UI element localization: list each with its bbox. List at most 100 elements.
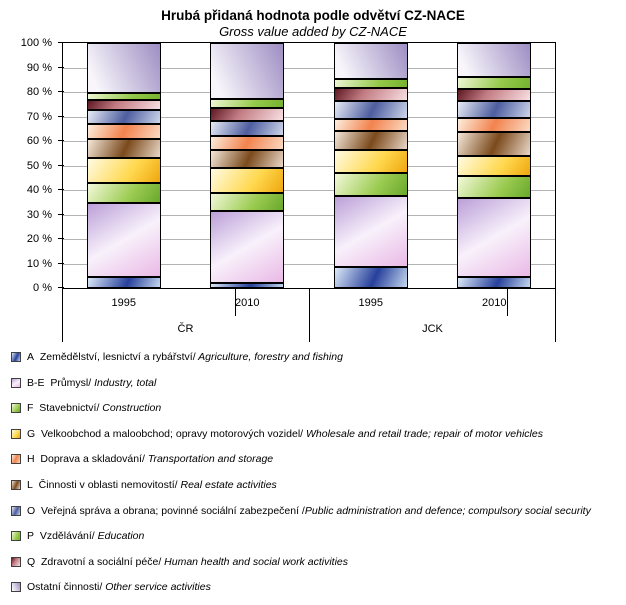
bar-segment-H — [210, 135, 285, 151]
legend-label-english: Education — [94, 530, 145, 543]
y-tick-label: 80 % — [26, 86, 52, 98]
bar-segment-O — [457, 100, 532, 119]
bar-segment-G — [86, 157, 161, 184]
y-tick-mark — [58, 213, 64, 215]
legend-label-czech: P Vzdělávání/ — [27, 530, 95, 543]
bar-ČR-2010 — [210, 43, 285, 288]
bar-segment-L — [333, 131, 408, 151]
x-category-label: 2010 — [235, 297, 260, 309]
bar-segment-L — [210, 150, 285, 169]
bar-segment-F — [86, 183, 161, 203]
legend-swatch-L — [11, 480, 21, 490]
legend-label-czech: F Stavebnictví/ — [27, 402, 100, 415]
legend-label: A Zemědělství, lesnictví a rybářství/ Ag… — [27, 350, 343, 364]
bar-segment-Q — [457, 88, 532, 101]
gridline — [63, 190, 555, 191]
legend-label-english: Wholesale and retail trade; repair of mo… — [303, 427, 543, 440]
bar-JCK-1995 — [333, 43, 408, 288]
legend-label: G Velkoobchod a maloobchod; opravy motor… — [27, 427, 543, 441]
y-tick-label: 100 % — [20, 37, 52, 49]
bar-segment-BE — [457, 197, 532, 278]
x-category-label: 1995 — [111, 297, 136, 309]
y-tick-mark — [58, 91, 64, 92]
bar-segment-BE — [86, 203, 161, 277]
x-category-label: 2010 — [482, 297, 507, 309]
bar-segment-A — [457, 277, 532, 288]
legend-swatch-OST — [11, 582, 21, 593]
y-tick-mark — [58, 115, 64, 117]
y-tick-label: 60 % — [26, 135, 52, 147]
legend-label-czech: O Veřejná správa a obrana; povinné sociá… — [27, 504, 305, 517]
legend-swatch-H — [11, 454, 21, 465]
legend-label: P Vzdělávání/ Education — [27, 529, 144, 543]
legend-swatch-O — [11, 505, 21, 516]
legend-label-english: Real estate activities — [177, 479, 277, 491]
y-tick-mark — [58, 238, 64, 239]
legend-label-english: Industry, total — [91, 376, 157, 389]
y-tick-mark — [58, 164, 64, 166]
x-group-divider — [309, 289, 310, 342]
legend-label: O Veřejná správa a obrana; povinné sociá… — [27, 504, 591, 518]
bar-segment-OST — [333, 43, 408, 79]
x-group-label: JCK — [422, 323, 443, 335]
legend-swatch-BE — [11, 377, 21, 388]
legend-label: L Činnosti v oblasti nemovitostí/ Real e… — [27, 478, 277, 492]
legend-label-czech: G Velkoobchod a maloobchod; opravy motor… — [27, 427, 304, 440]
bar-segment-O — [210, 120, 285, 136]
legend-label: H Doprava a skladování/ Transportation a… — [27, 452, 273, 466]
gridline — [63, 116, 555, 118]
y-tick-mark — [58, 140, 64, 141]
legend-swatch-G — [11, 428, 21, 439]
bar-segment-OST — [210, 43, 285, 100]
y-tick-label: 70 % — [26, 110, 52, 123]
x-group-divider — [62, 289, 63, 342]
y-tick-mark — [58, 262, 64, 264]
gridline — [63, 239, 555, 240]
bar-segment-A — [86, 276, 161, 288]
legend-label: Q Zdravotní a sociální péče/ Human healt… — [27, 555, 348, 569]
x-category-divider — [507, 289, 508, 316]
legend-swatch-P — [11, 531, 21, 542]
bar-segment-OST — [457, 43, 532, 78]
bar-segment-O — [86, 109, 161, 124]
bar-segment-P — [333, 78, 408, 89]
bar-ČR-1995 — [86, 43, 161, 288]
legend-label: F Stavebnictví/ Construction — [27, 401, 161, 415]
x-group-label: ČR — [177, 323, 194, 335]
legend-label-czech: Q Zdravotní a sociální péče/ — [27, 555, 162, 568]
gridline — [63, 67, 555, 69]
y-tick-mark — [58, 42, 64, 43]
chart-subtitle: Gross value added by CZ-NACE — [219, 24, 407, 39]
x-group-divider — [555, 289, 556, 342]
bar-segment-P — [210, 99, 285, 108]
gridline — [63, 214, 555, 216]
y-tick-mark — [58, 189, 64, 190]
bar-segment-F — [210, 193, 285, 211]
y-tick-label: 40 % — [26, 184, 52, 196]
legend-label: B-E Průmysl/ Industry, total — [27, 376, 156, 390]
bar-JCK-2010 — [457, 43, 532, 288]
bar-segment-G — [457, 155, 532, 177]
gridline — [63, 263, 555, 265]
bar-segment-Q — [210, 107, 285, 121]
bar-segment-H — [333, 118, 408, 132]
bar-segment-BE — [333, 196, 408, 268]
legend-label-english: Human health and social work activities — [161, 555, 348, 568]
legend-label-czech: Ostatní činnosti/ — [27, 581, 103, 594]
legend-label: Ostatní činnosti/ Other service activiti… — [27, 580, 211, 594]
bar-segment-F — [333, 173, 408, 197]
bar-segment-P — [457, 77, 532, 89]
bar-segment-H — [457, 118, 532, 132]
bar-segment-G — [210, 168, 285, 194]
legend-label-english: Public administration and defence; compu… — [304, 504, 591, 517]
legend-label-english: Construction — [99, 402, 162, 415]
gridline — [63, 141, 555, 142]
legend-label-english: Transportation and storage — [144, 453, 274, 466]
bar-segment-A — [333, 267, 408, 288]
bar-segment-OST — [86, 43, 161, 94]
y-tick-label: 50 % — [26, 159, 52, 172]
y-tick-mark — [58, 287, 64, 288]
plot-area — [62, 42, 556, 289]
legend-label-english: Other service activities — [102, 581, 211, 594]
y-tick-label: 20 % — [26, 233, 52, 245]
